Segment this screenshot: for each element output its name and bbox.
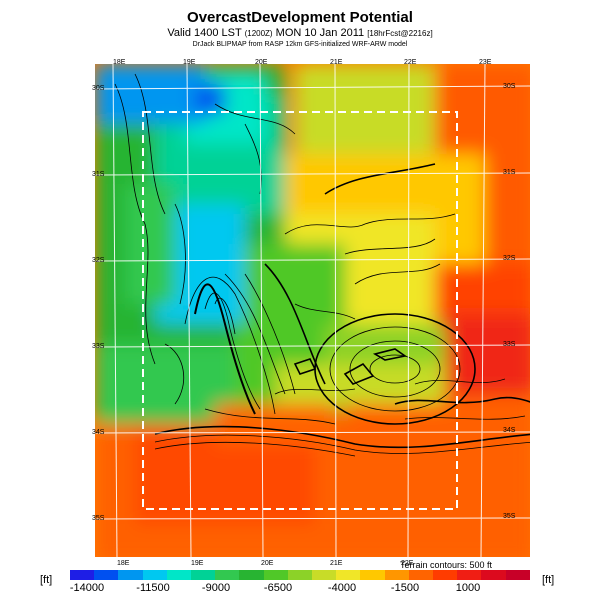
colorbar-unit-right: [ft]	[542, 574, 555, 586]
colorbar	[70, 570, 530, 580]
colorbar-tick-label: -6500	[263, 582, 293, 594]
terrain-contours-note: Terrain contours: 500 ft	[400, 560, 493, 570]
lon-label-bottom-19e: 19E	[191, 560, 204, 567]
lon-label-top-23e: 23E	[479, 59, 492, 66]
colorbar-swatch-9	[287, 570, 313, 580]
lat-label-left-31s: 31S	[92, 171, 105, 178]
colorbar-unit-left: [ft]	[40, 574, 53, 586]
lon-label-top-20e: 20E	[255, 59, 268, 66]
chart-title: OvercastDevelopment Potential	[187, 9, 413, 26]
colorbar-swatch-17	[481, 570, 506, 580]
valid-time-line: Valid 1400 LST (1200Z) MON 10 Jan 2011 […	[0, 27, 600, 39]
terrain-contours	[114, 73, 530, 457]
potential-field	[95, 64, 530, 557]
lon-label-top-22e: 22E	[404, 59, 417, 66]
lon-label-top-21e: 21E	[330, 59, 343, 66]
colorbar-swatch-16	[457, 570, 482, 580]
colorbar-swatch-15	[433, 570, 458, 580]
lat-label-left-35s: 35S	[92, 515, 105, 522]
lat-label-right-30s: 30S	[503, 83, 516, 90]
colorbar-swatch-8	[263, 570, 288, 580]
lat-label-right-33s: 33S	[503, 341, 516, 348]
lon-label-bottom-22e: 22E	[401, 560, 414, 567]
lon-label-bottom-20e: 20E	[261, 560, 274, 567]
colorbar-swatch-10	[312, 570, 337, 580]
lat-label-right-35s: 35S	[503, 513, 516, 520]
colorbar-swatch-2	[118, 570, 143, 580]
colorbar-tick-label: 1000	[455, 582, 481, 594]
colorbar-swatch-3	[142, 570, 167, 580]
lat-label-left-30s: 30S	[92, 85, 105, 92]
lon-label-bottom-21e: 21E	[330, 560, 343, 567]
lat-label-left-32s: 32S	[92, 257, 105, 264]
lon-label-top-19e: 19E	[183, 59, 196, 66]
colorbar-swatch-12	[360, 570, 385, 580]
lat-lon-grid	[95, 64, 530, 557]
inner-domain-box	[142, 111, 458, 510]
lat-label-right-31s: 31S	[503, 169, 516, 176]
colorbar-swatch-4	[166, 570, 192, 580]
colorbar-tick-label: -14000	[69, 582, 105, 594]
colorbar-swatch-7	[239, 570, 264, 580]
valid-prefix: Valid 1400 LST	[167, 27, 242, 39]
colorbar-tick-label: -1500	[390, 582, 420, 594]
forecast-info: [18hrFcst@2216z]	[367, 29, 433, 38]
map-panel: 18E 19E 20E 21E 22E 23E 18E 19E 20E 21E …	[92, 59, 530, 567]
colorbar-swatch-5	[191, 570, 216, 580]
valid-utc: (1200Z)	[244, 29, 273, 38]
forecast-map	[95, 64, 530, 557]
colorbar-swatch-11	[336, 570, 361, 580]
colorbar-swatch-13	[384, 570, 409, 580]
colorbar-swatch-0	[70, 570, 95, 580]
colorbar-swatch-1	[94, 570, 119, 580]
lat-label-right-34s: 34S	[503, 427, 516, 434]
lat-label-left-34s: 34S	[92, 429, 105, 436]
colorbar-swatch-18	[505, 570, 530, 580]
valid-date: MON 10 Jan 2011	[275, 27, 365, 39]
model-credit: DrJack BLIPMAP from RASP 12km GFS-initia…	[192, 41, 408, 48]
colorbar-tick-label: -4000	[327, 582, 357, 594]
colorbar-swatch-6	[215, 570, 240, 580]
colorbar-tick-label: -11500	[136, 582, 170, 594]
lon-label-bottom-18e: 18E	[117, 560, 130, 567]
colorbar-tick-label: -9000	[201, 582, 231, 594]
lon-label-top-18e: 18E	[113, 59, 126, 66]
lat-label-right-32s: 32S	[503, 255, 516, 262]
lat-label-left-33s: 33S	[92, 343, 105, 350]
colorbar-swatch-14	[408, 570, 434, 580]
